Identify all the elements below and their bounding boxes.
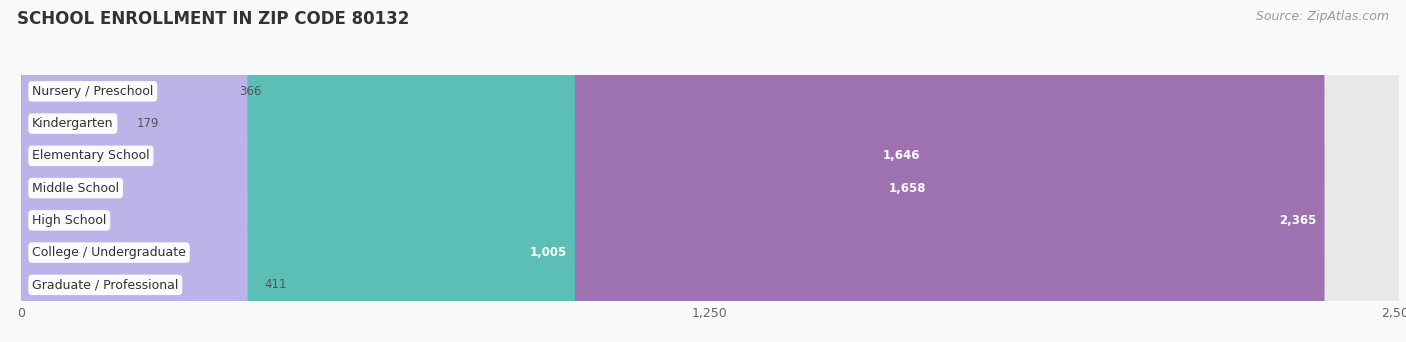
FancyBboxPatch shape — [21, 0, 1399, 342]
Text: 1,658: 1,658 — [889, 182, 927, 195]
FancyBboxPatch shape — [21, 273, 1399, 297]
FancyBboxPatch shape — [21, 0, 928, 342]
Text: Source: ZipAtlas.com: Source: ZipAtlas.com — [1256, 10, 1389, 23]
FancyBboxPatch shape — [21, 0, 1324, 342]
Text: High School: High School — [32, 214, 107, 227]
Text: 2,365: 2,365 — [1279, 214, 1316, 227]
FancyBboxPatch shape — [21, 0, 222, 342]
Text: Middle School: Middle School — [32, 182, 120, 195]
FancyBboxPatch shape — [21, 208, 1399, 233]
FancyBboxPatch shape — [21, 79, 1399, 104]
Text: 366: 366 — [239, 85, 262, 98]
FancyBboxPatch shape — [21, 0, 935, 342]
FancyBboxPatch shape — [21, 0, 1399, 342]
FancyBboxPatch shape — [21, 0, 1399, 342]
FancyBboxPatch shape — [21, 0, 247, 342]
FancyBboxPatch shape — [21, 240, 1399, 265]
Text: 1,005: 1,005 — [530, 246, 567, 259]
Text: Graduate / Professional: Graduate / Professional — [32, 278, 179, 291]
FancyBboxPatch shape — [21, 144, 1399, 168]
Text: College / Undergraduate: College / Undergraduate — [32, 246, 186, 259]
FancyBboxPatch shape — [21, 176, 1399, 200]
FancyBboxPatch shape — [21, 0, 120, 342]
FancyBboxPatch shape — [21, 0, 1399, 342]
Text: Nursery / Preschool: Nursery / Preschool — [32, 85, 153, 98]
FancyBboxPatch shape — [21, 111, 1399, 136]
FancyBboxPatch shape — [21, 0, 1399, 342]
Text: Kindergarten: Kindergarten — [32, 117, 114, 130]
Text: SCHOOL ENROLLMENT IN ZIP CODE 80132: SCHOOL ENROLLMENT IN ZIP CODE 80132 — [17, 10, 409, 28]
Text: 179: 179 — [136, 117, 159, 130]
FancyBboxPatch shape — [21, 0, 575, 342]
Text: 411: 411 — [264, 278, 287, 291]
Text: Elementary School: Elementary School — [32, 149, 149, 162]
FancyBboxPatch shape — [21, 0, 1399, 342]
Text: 1,646: 1,646 — [883, 149, 920, 162]
FancyBboxPatch shape — [21, 0, 1399, 342]
